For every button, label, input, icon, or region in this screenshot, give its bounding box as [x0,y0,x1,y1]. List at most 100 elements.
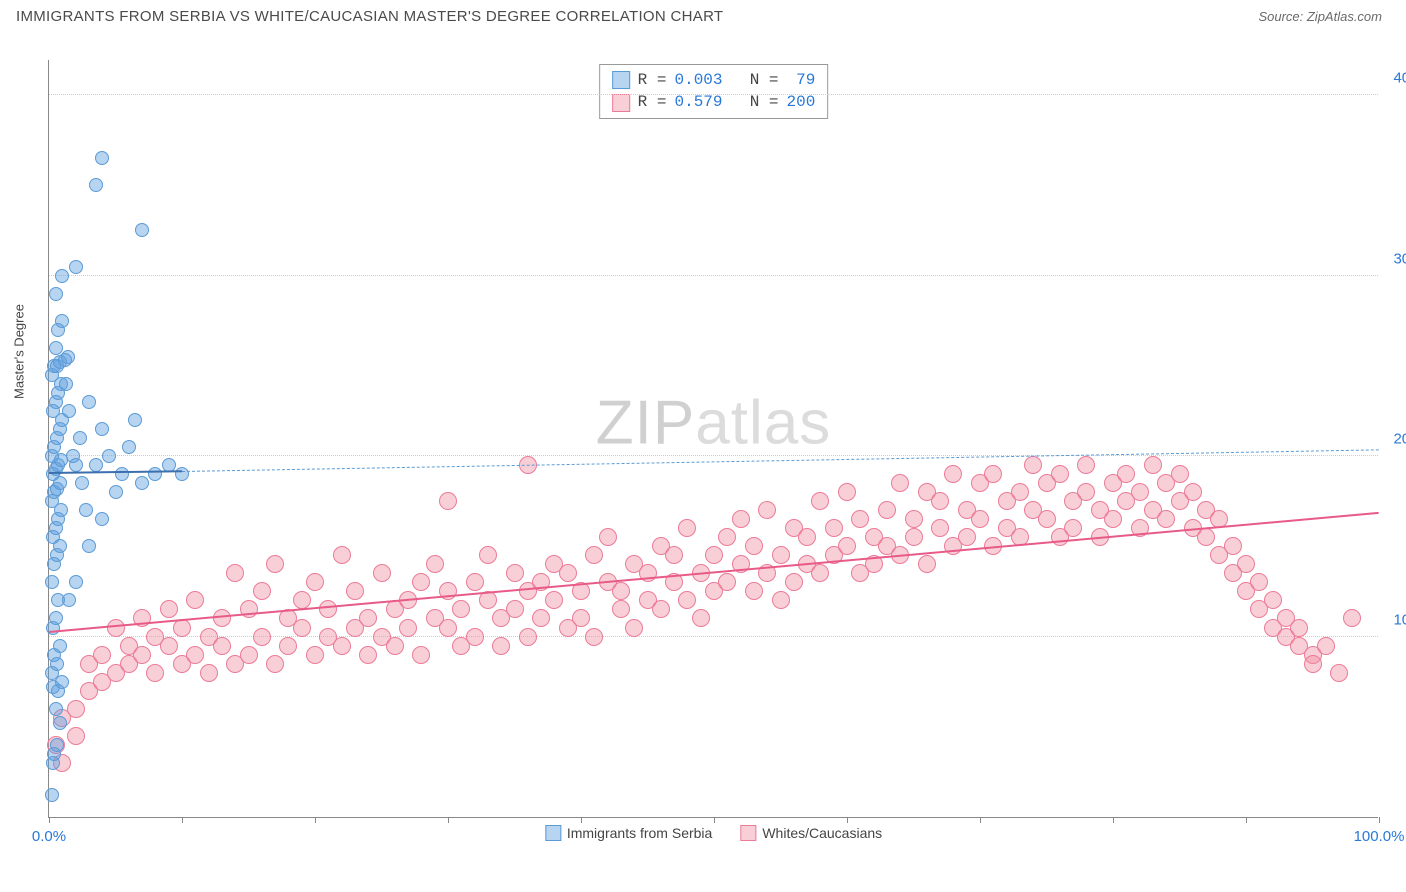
data-point [50,738,64,752]
data-point [426,555,444,573]
data-point [1304,655,1322,673]
data-point [146,664,164,682]
data-point [1290,619,1308,637]
data-point [213,637,231,655]
stats-row: R = 0.003 N = 79 [612,69,816,91]
data-point [439,619,457,637]
data-point [918,555,936,573]
y-tick-label: 30.0% [1386,250,1406,267]
data-point [1024,456,1042,474]
data-point [745,582,763,600]
trend-line-extrapolated [182,450,1379,473]
data-point [1038,510,1056,528]
data-point [1343,609,1361,627]
data-point [186,591,204,609]
x-tick [714,817,715,823]
data-point [931,492,949,510]
data-point [1077,456,1095,474]
data-point [53,639,67,653]
y-axis-label: Master's Degree [12,304,27,399]
x-tick-label: 0.0% [32,828,66,845]
data-point [705,546,723,564]
data-point [49,341,63,355]
grid-line [49,94,1378,95]
data-point [359,609,377,627]
data-point [1104,510,1122,528]
data-point [1197,528,1215,546]
y-tick-label: 10.0% [1386,611,1406,628]
data-point [346,582,364,600]
data-point [1224,537,1242,555]
x-tick [1379,817,1380,823]
x-tick [1246,817,1247,823]
data-point [253,582,271,600]
data-point [95,512,109,526]
data-point [625,619,643,637]
data-point [678,519,696,537]
data-point [466,573,484,591]
data-point [678,591,696,609]
data-point [160,600,178,618]
legend-swatch [612,71,630,89]
data-point [1064,519,1082,537]
data-point [718,528,736,546]
data-point [67,727,85,745]
data-point [811,564,829,582]
data-point [226,564,244,582]
data-point [359,646,377,664]
data-point [148,467,162,481]
data-point [732,510,750,528]
data-point [213,609,231,627]
data-point [49,611,63,625]
data-point [69,575,83,589]
data-point [266,555,284,573]
data-point [253,628,271,646]
data-point [825,519,843,537]
data-point [82,539,96,553]
data-point [931,519,949,537]
data-point [878,501,896,519]
data-point [73,431,87,445]
data-point [135,223,149,237]
x-tick [315,817,316,823]
watermark: ZIPatlas [596,388,831,459]
x-tick [847,817,848,823]
data-point [851,510,869,528]
data-point [665,546,683,564]
data-point [109,485,123,499]
data-point [1051,465,1069,483]
data-point [319,600,337,618]
data-point [1184,483,1202,501]
data-point [1264,591,1282,609]
data-point [200,664,218,682]
data-point [798,528,816,546]
legend-label: Immigrants from Serbia [567,825,712,841]
scatter-chart: Master's Degree ZIPatlas R = 0.003 N = 7… [48,60,1378,818]
data-point [745,537,763,555]
data-point [412,573,430,591]
legend-swatch [545,825,561,841]
x-tick [448,817,449,823]
data-point [1317,637,1335,655]
y-tick-label: 40.0% [1386,70,1406,87]
data-point [49,287,63,301]
data-point [838,537,856,555]
data-point [772,591,790,609]
data-point [79,503,93,517]
data-point [1144,456,1162,474]
data-point [128,413,142,427]
correlation-stats-box: R = 0.003 N = 79R = 0.579 N = 200 [599,64,829,119]
data-point [958,528,976,546]
data-point [692,609,710,627]
data-point [67,700,85,718]
data-point [772,546,790,564]
data-point [612,582,630,600]
grid-line [49,636,1378,637]
chart-source: Source: ZipAtlas.com [1258,9,1382,24]
data-point [122,440,136,454]
data-point [506,564,524,582]
data-point [466,628,484,646]
data-point [175,467,189,481]
trend-line [49,512,1379,633]
data-point [306,573,324,591]
